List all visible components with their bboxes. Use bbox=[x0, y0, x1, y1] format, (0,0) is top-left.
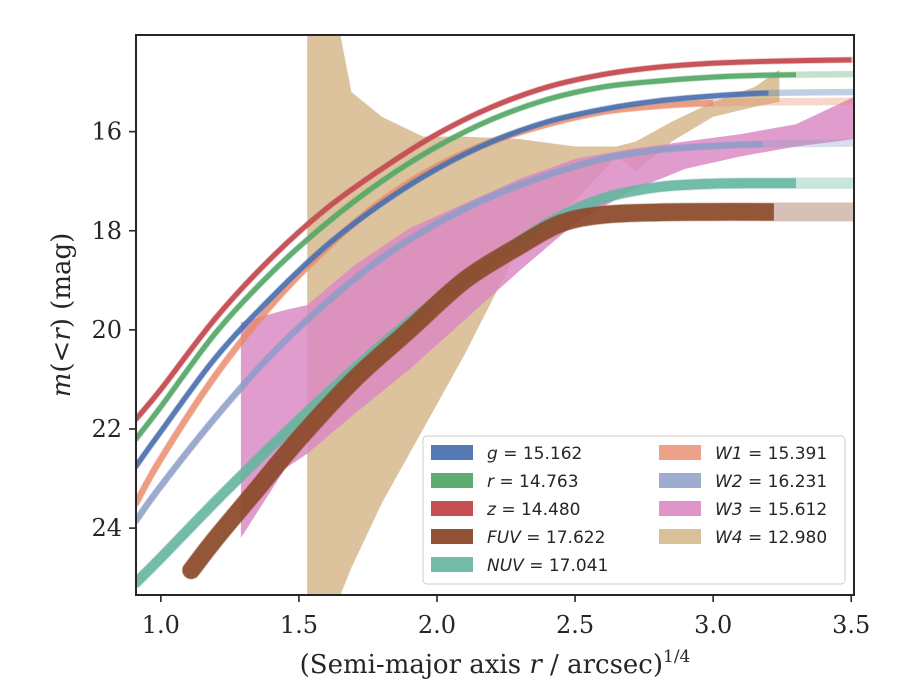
legend: g = 15.162 r = 14.763 z = 14.480 FUV = 17.6… bbox=[422, 435, 846, 585]
series-g bbox=[136, 88, 854, 470]
series-line-z bbox=[136, 57, 852, 422]
axes-ticks: 1.0 1.5 2.0 2.5 3.0 3.5 16 18 20 22 24 bbox=[91, 118, 870, 639]
legend-swatch-FUV bbox=[431, 529, 473, 544]
x-axis-label-exponent: 1/4 bbox=[663, 647, 690, 667]
legend-box bbox=[422, 435, 846, 585]
legend-label-g: g = 15.162 bbox=[487, 444, 582, 464]
legend-label-r: r = 14.763 bbox=[487, 472, 579, 492]
series-z bbox=[136, 56, 854, 423]
legend-label-NUV: NUV = 17.041 bbox=[487, 556, 608, 576]
series-line-g bbox=[136, 90, 769, 469]
legend-item-W3: W3 = 15.612 bbox=[659, 500, 827, 520]
y-tick-label: 22 bbox=[91, 415, 122, 443]
x-tick-label: 2.0 bbox=[418, 611, 456, 639]
legend-item-NUV: NUV = 17.041 bbox=[431, 556, 608, 576]
x-tick-label: 3.0 bbox=[694, 611, 732, 639]
svg-text:m(<r) (mag): m(<r) (mag) bbox=[47, 233, 77, 398]
series-line-W2 bbox=[136, 141, 763, 524]
legend-item-W2: W2 = 16.231 bbox=[659, 472, 827, 492]
legend-label-FUV: FUV = 17.622 bbox=[487, 528, 605, 548]
x-axis-label: (Semi-major axis r / arcsec)1/4 bbox=[300, 647, 691, 680]
legend-label-W2: W2 = 16.231 bbox=[715, 472, 827, 492]
series-FUV bbox=[181, 202, 854, 580]
legend-swatch-W2 bbox=[659, 473, 701, 488]
legend-swatch-NUV bbox=[431, 557, 473, 572]
series-r bbox=[136, 70, 854, 443]
y-axis-label-m: m bbox=[47, 373, 77, 398]
y-axis-label: m(<r) (mag) bbox=[47, 233, 77, 398]
y-tick-label: 24 bbox=[91, 514, 122, 542]
legend-item-g: g = 15.162 bbox=[431, 444, 582, 464]
legend-swatch-W3 bbox=[659, 501, 701, 516]
x-tick-label: 1.0 bbox=[142, 611, 180, 639]
legend-item-r: r = 14.763 bbox=[431, 472, 579, 492]
y-tick-label: 20 bbox=[91, 316, 122, 344]
plot-frame bbox=[135, 34, 855, 596]
legend-swatch-z bbox=[431, 501, 473, 516]
x-tick-label: 2.5 bbox=[556, 611, 594, 639]
y-tick-label: 16 bbox=[91, 118, 122, 146]
x-axis-label-main: (Semi-major axis bbox=[300, 650, 530, 680]
legend-label-W1: W1 = 15.391 bbox=[715, 444, 827, 464]
series-line-FUV bbox=[182, 203, 774, 579]
legend-swatch-g bbox=[431, 445, 473, 460]
x-tick-label: 3.5 bbox=[832, 611, 870, 639]
legend-label-W3: W3 = 15.612 bbox=[715, 500, 827, 520]
y-axis-label-end: ) (mag) bbox=[47, 233, 77, 329]
x-axis-label-unit: / arcsec) bbox=[542, 650, 663, 680]
svg-text:(Semi-major axis r / arcsec)1/: (Semi-major axis r / arcsec)1/4 bbox=[300, 647, 691, 680]
legend-item-W1: W1 = 15.391 bbox=[659, 444, 827, 464]
y-axis-label-r: r bbox=[47, 327, 77, 341]
y-tick-label: 18 bbox=[91, 217, 122, 245]
series-line-r bbox=[136, 72, 797, 442]
x-tick-label: 1.5 bbox=[280, 611, 318, 639]
line-layer bbox=[136, 56, 854, 589]
legend-item-z: z = 14.480 bbox=[431, 500, 580, 520]
series-band-W3 bbox=[240, 96, 854, 539]
series-W2 bbox=[136, 139, 854, 525]
legend-label-W4: W4 = 12.980 bbox=[715, 528, 827, 548]
legend-swatch-W1 bbox=[659, 445, 701, 460]
legend-swatch-r bbox=[431, 473, 473, 488]
legend-label-z: z = 14.480 bbox=[486, 500, 580, 520]
legend-swatch-W4 bbox=[659, 529, 701, 544]
y-axis-label-mid: (< bbox=[47, 341, 77, 373]
legend-item-FUV: FUV = 17.622 bbox=[431, 528, 605, 548]
legend-item-W4: W4 = 12.980 bbox=[659, 528, 827, 548]
x-axis-label-r: r bbox=[529, 650, 543, 680]
